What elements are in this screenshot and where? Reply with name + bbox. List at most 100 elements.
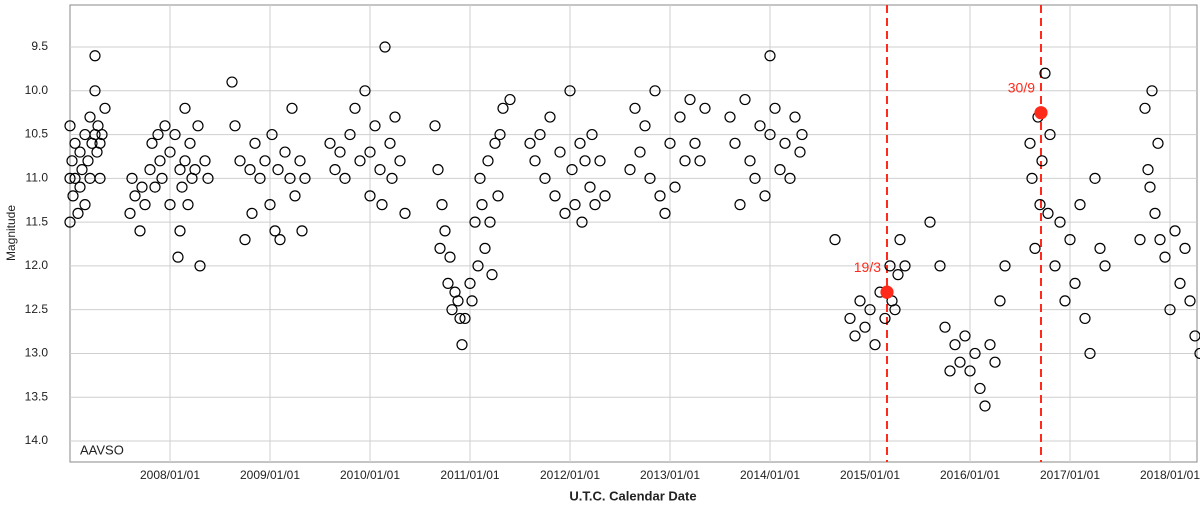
data-point xyxy=(269,225,281,237)
data-point xyxy=(124,207,136,219)
data-point xyxy=(1049,260,1061,272)
data-point xyxy=(456,339,468,351)
y-tick-label: 14.0 xyxy=(25,433,49,447)
data-point xyxy=(279,146,291,158)
data-point xyxy=(649,85,661,97)
data-point xyxy=(1134,234,1146,246)
source-label: AAVSO xyxy=(80,442,124,457)
data-point xyxy=(974,382,986,395)
data-point xyxy=(72,207,84,219)
data-point xyxy=(69,137,81,149)
data-point xyxy=(764,128,776,141)
data-point xyxy=(226,76,238,88)
data-point xyxy=(624,163,636,176)
data-point xyxy=(989,356,1001,368)
x-tick-label: 2011/01/01 xyxy=(440,468,499,482)
data-point xyxy=(849,330,861,342)
data-point xyxy=(1164,304,1176,316)
data-point xyxy=(1184,295,1196,307)
data-point xyxy=(74,181,86,193)
data-point xyxy=(394,155,406,167)
data-point xyxy=(324,137,336,149)
data-point xyxy=(484,216,496,228)
data-point xyxy=(584,181,596,193)
data-point xyxy=(964,365,976,377)
data-point xyxy=(284,172,296,184)
data-point xyxy=(1144,181,1156,193)
data-point xyxy=(959,330,971,342)
data-point xyxy=(1024,137,1036,149)
data-point xyxy=(949,339,961,351)
data-point xyxy=(1194,347,1200,360)
data-point xyxy=(654,190,666,202)
data-point xyxy=(442,277,454,290)
data-point xyxy=(454,312,466,325)
data-point xyxy=(246,207,258,219)
data-point xyxy=(554,146,566,158)
data-point xyxy=(1142,163,1154,176)
data-point xyxy=(1064,234,1076,246)
data-point xyxy=(1054,216,1066,228)
data-point xyxy=(924,216,936,228)
data-point xyxy=(539,172,551,184)
data-point xyxy=(979,400,991,412)
data-point xyxy=(497,102,509,114)
data-point xyxy=(829,234,841,246)
data-point xyxy=(136,181,148,193)
x-tick-label: 2013/01/01 xyxy=(640,468,700,482)
data-point xyxy=(699,102,711,114)
data-point xyxy=(1089,172,1101,184)
data-point xyxy=(884,260,896,272)
data-point xyxy=(859,321,871,333)
data-point xyxy=(439,225,451,237)
data-point xyxy=(494,128,506,141)
data-point xyxy=(389,111,401,123)
data-point xyxy=(66,155,78,167)
data-point xyxy=(474,172,486,184)
y-axis-title: Magnitude xyxy=(4,205,18,261)
y-tick-label: 12.5 xyxy=(25,302,49,316)
data-point xyxy=(774,163,786,176)
x-tick-label: 2009/01/01 xyxy=(240,468,300,482)
x-tick-label: 2012/01/01 xyxy=(540,468,600,482)
data-point xyxy=(286,102,298,114)
data-point xyxy=(176,181,188,193)
data-point xyxy=(1029,242,1041,254)
data-point xyxy=(192,120,204,132)
y-tick-label: 10.0 xyxy=(25,83,49,97)
data-point xyxy=(436,199,448,211)
data-point xyxy=(486,269,498,281)
y-tick-label: 12.0 xyxy=(25,258,49,272)
data-point xyxy=(234,155,246,167)
y-tick-label: 10.5 xyxy=(25,127,49,141)
data-point xyxy=(534,128,546,141)
data-point xyxy=(472,260,484,272)
data-point xyxy=(984,339,996,351)
data-point xyxy=(254,172,266,184)
data-point xyxy=(384,137,396,149)
data-point xyxy=(202,172,214,184)
data-point xyxy=(152,128,164,141)
data-point xyxy=(172,251,184,263)
data-point xyxy=(689,137,701,149)
data-point xyxy=(164,146,176,158)
y-tick-label: 9.5 xyxy=(31,39,48,53)
highlight-point xyxy=(1034,106,1048,120)
data-point xyxy=(464,277,476,290)
data-point xyxy=(126,172,138,184)
data-point xyxy=(69,172,81,184)
data-point xyxy=(954,356,966,368)
data-point xyxy=(364,146,376,158)
data-point xyxy=(544,111,556,123)
data-point xyxy=(564,85,576,97)
data-point xyxy=(1026,172,1038,184)
data-point xyxy=(459,312,471,325)
data-point xyxy=(74,146,86,158)
data-point xyxy=(169,128,181,141)
data-point xyxy=(844,312,856,325)
data-point xyxy=(89,85,101,97)
data-point xyxy=(296,225,308,237)
data-point xyxy=(1099,260,1111,272)
y-tick-label: 13.0 xyxy=(25,346,49,360)
